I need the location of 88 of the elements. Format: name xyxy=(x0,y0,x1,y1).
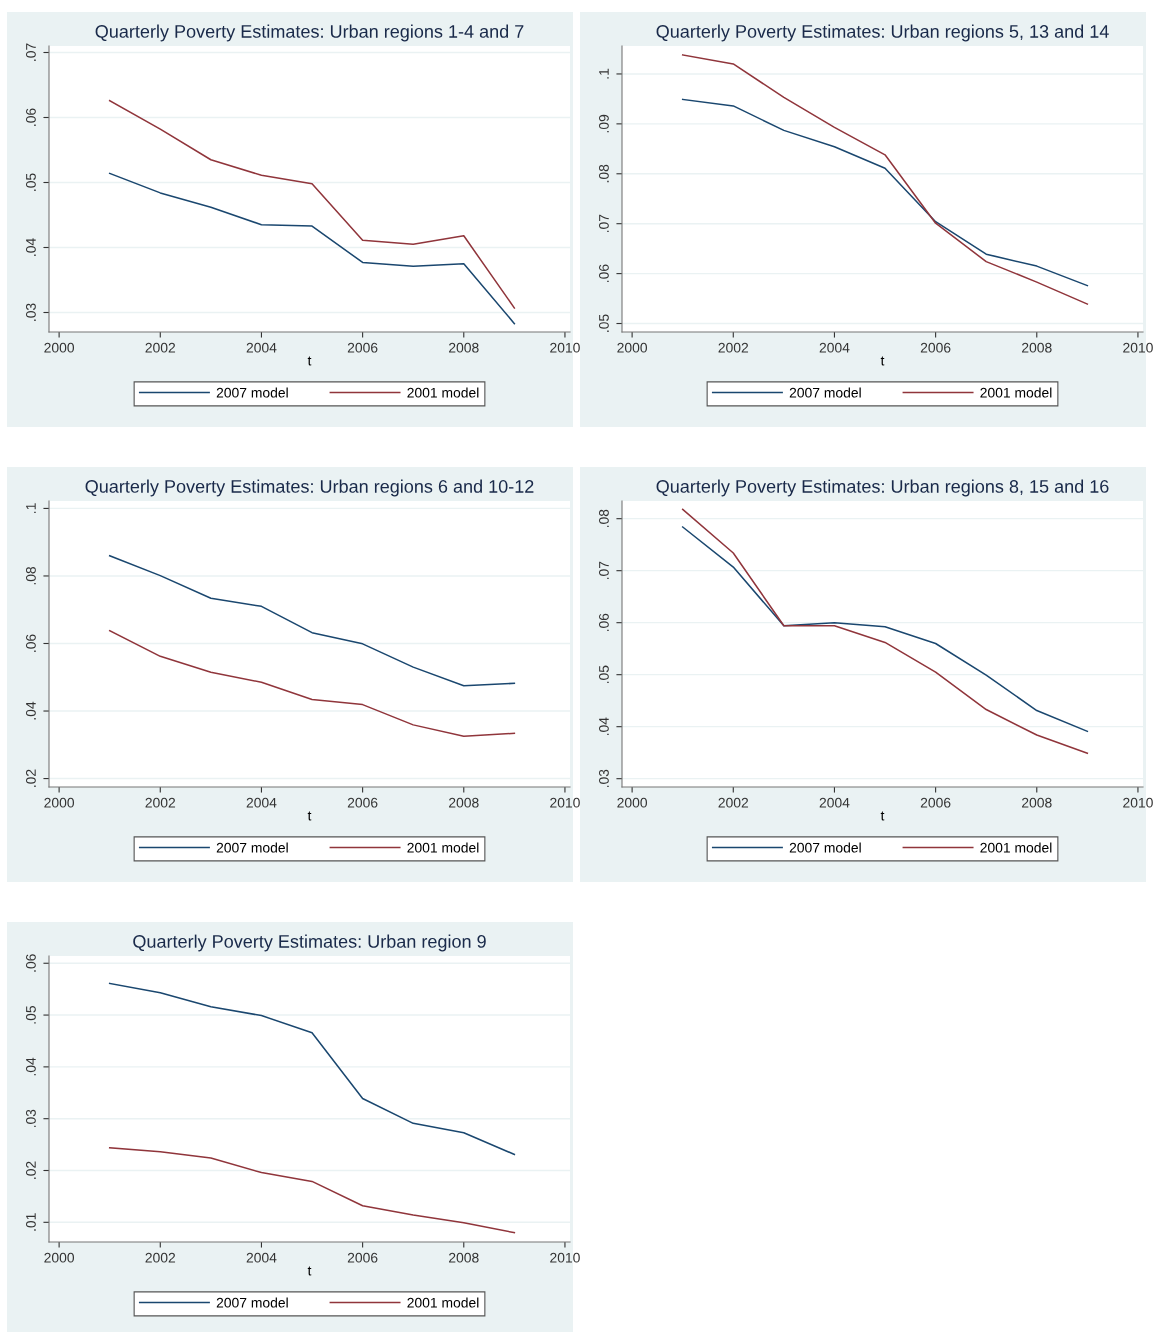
y-tick-label: .06 xyxy=(599,613,609,632)
y-tick-label: .08 xyxy=(26,566,36,585)
y-tick-label: .06 xyxy=(26,108,36,126)
legend-label: 2007 model xyxy=(789,387,861,398)
y-tick-label: .04 xyxy=(26,238,36,256)
y-tick-label: .04 xyxy=(26,1057,36,1076)
x-tick-label: 2010 xyxy=(550,342,580,353)
x-tick-label: 2000 xyxy=(617,797,648,808)
y-tick-label: .06 xyxy=(26,634,36,652)
x-tick-label: 2010 xyxy=(1123,797,1153,808)
x-tick-label: 2000 xyxy=(44,797,75,808)
y-tick-label: .07 xyxy=(26,43,36,61)
x-tick-label: 2000 xyxy=(617,342,648,353)
x-tick-label: 2006 xyxy=(920,342,951,353)
line-series xyxy=(681,526,1089,733)
x-tick-label: 2004 xyxy=(246,1252,277,1263)
line-series xyxy=(108,172,516,325)
y-tick-label: .09 xyxy=(599,114,609,133)
x-tick-label: 2010 xyxy=(1123,342,1153,353)
x-tick-label: 2006 xyxy=(347,342,378,353)
y-tick-label: .1 xyxy=(26,503,36,513)
y-tick-label: .06 xyxy=(26,954,36,972)
y-tick-label: .05 xyxy=(26,1005,36,1024)
x-tick-label: 2006 xyxy=(920,797,951,808)
x-tick-label: 2004 xyxy=(819,342,850,353)
line-series xyxy=(108,982,516,1156)
line-series xyxy=(108,1146,516,1234)
legend-label: 2007 model xyxy=(216,842,288,853)
legend-label: 2007 model xyxy=(789,842,861,853)
legend-label: 2001 model xyxy=(407,387,479,398)
x-tick-label: 2008 xyxy=(449,342,479,353)
x-axis-title: t xyxy=(880,811,885,821)
y-tick-label: .03 xyxy=(599,769,609,788)
x-tick-label: 2006 xyxy=(347,797,378,808)
x-tick-label: 2002 xyxy=(718,342,749,353)
line-series xyxy=(108,554,516,687)
y-tick-label: .02 xyxy=(26,769,36,787)
line-series xyxy=(108,629,516,738)
y-tick-label: .1 xyxy=(599,68,609,79)
x-tick-label: 2006 xyxy=(347,1252,378,1263)
chart-title: Quarterly Poverty Estimates: Urban regions 1-4 and 7 xyxy=(95,24,524,42)
x-tick-label: 2010 xyxy=(550,1252,580,1263)
y-tick-label: .05 xyxy=(26,173,36,191)
legend-label: 2007 model xyxy=(216,387,288,398)
x-tick-label: 2008 xyxy=(1022,342,1052,353)
line-series xyxy=(681,54,1089,305)
x-axis-title: t xyxy=(880,356,885,366)
y-tick-label: .03 xyxy=(26,1109,36,1128)
y-tick-label: .04 xyxy=(599,717,609,736)
line-series xyxy=(108,99,516,309)
x-tick-label: 2008 xyxy=(449,797,479,808)
x-axis-title: t xyxy=(307,811,312,821)
x-tick-label: 2004 xyxy=(246,342,277,353)
y-tick-label: .07 xyxy=(599,214,609,233)
line-series xyxy=(681,98,1089,287)
x-tick-label: 2004 xyxy=(246,797,277,808)
legend-label: 2001 model xyxy=(407,842,479,853)
x-tick-label: 2000 xyxy=(44,342,75,353)
chart-title: Quarterly Poverty Estimates: Urban regions 5, 13 and 14 xyxy=(656,24,1109,42)
legend-label: 2001 model xyxy=(980,842,1052,853)
y-tick-label: .04 xyxy=(26,701,36,720)
legend-label: 2001 model xyxy=(980,387,1052,398)
x-tick-label: 2002 xyxy=(718,797,749,808)
x-tick-label: 2010 xyxy=(550,797,580,808)
x-axis-title: t xyxy=(307,356,312,366)
y-tick-label: .01 xyxy=(26,1213,36,1231)
chart-title: Quarterly Poverty Estimates: Urban regions 8, 15 and 16 xyxy=(656,479,1109,497)
y-tick-label: .05 xyxy=(599,665,609,684)
y-tick-label: .05 xyxy=(599,314,609,332)
y-tick-label: .06 xyxy=(599,264,609,282)
x-tick-label: 2008 xyxy=(1022,797,1052,808)
chart-title: Quarterly Poverty Estimates: Urban regions 6 and 10-12 xyxy=(85,479,534,497)
x-tick-label: 2008 xyxy=(449,1252,479,1263)
y-tick-label: .07 xyxy=(599,561,609,580)
x-tick-label: 2002 xyxy=(145,342,176,353)
x-axis-title: t xyxy=(307,1266,312,1276)
y-tick-label: .08 xyxy=(599,509,609,528)
y-tick-label: .03 xyxy=(26,303,36,321)
line-series xyxy=(681,508,1089,754)
x-tick-label: 2002 xyxy=(145,797,176,808)
legend-label: 2007 model xyxy=(216,1297,288,1308)
chart-title: Quarterly Poverty Estimates: Urban region 9 xyxy=(133,934,486,952)
legend-label: 2001 model xyxy=(407,1297,479,1308)
x-tick-label: 2002 xyxy=(145,1252,176,1263)
y-tick-label: .08 xyxy=(599,164,609,183)
x-tick-label: 2000 xyxy=(44,1252,75,1263)
x-tick-label: 2004 xyxy=(819,797,850,808)
y-tick-label: .02 xyxy=(26,1161,36,1179)
